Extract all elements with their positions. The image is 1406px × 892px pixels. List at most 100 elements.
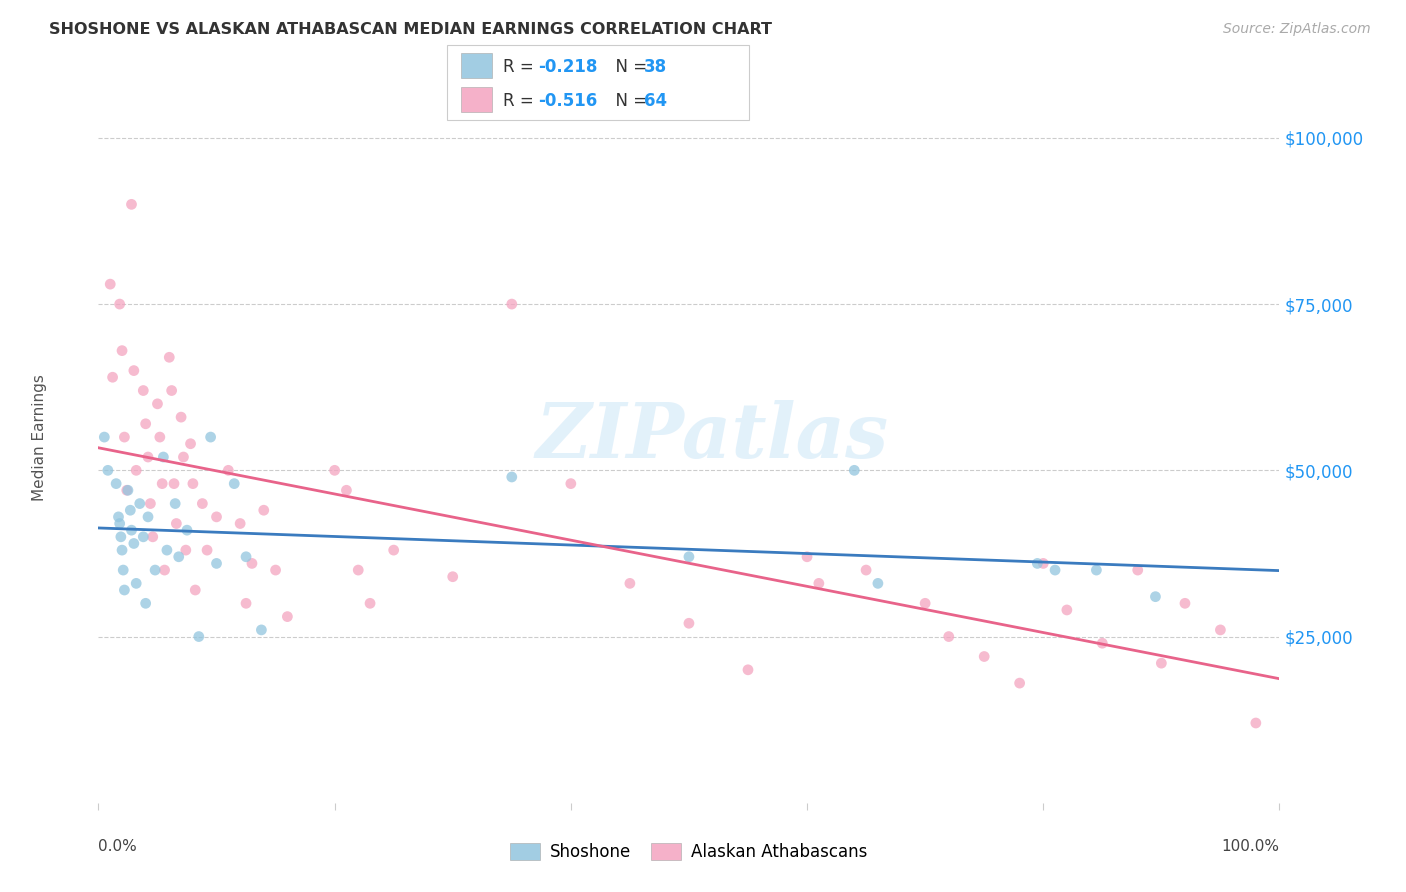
Point — [205, 509, 228, 524]
Text: Median Earnings: Median Earnings — [32, 374, 46, 500]
Point — [150, 476, 173, 491]
Point — [112, 582, 135, 597]
Point — [1032, 557, 1054, 571]
Point — [796, 549, 818, 564]
Point — [335, 483, 357, 498]
Point — [807, 576, 830, 591]
Point — [117, 483, 139, 498]
Point — [149, 430, 172, 444]
Point — [132, 530, 155, 544]
Point — [678, 616, 700, 631]
Point — [108, 516, 131, 531]
Point — [165, 497, 187, 511]
Point — [560, 476, 582, 491]
Point — [170, 410, 193, 425]
Point — [678, 549, 700, 564]
Point — [240, 557, 263, 571]
Point — [136, 509, 159, 524]
Point — [136, 450, 159, 464]
Point — [253, 503, 276, 517]
Text: 0.0%: 0.0% — [98, 839, 138, 855]
Point — [1008, 676, 1031, 690]
Point — [135, 596, 157, 610]
Point — [180, 436, 202, 450]
Point — [172, 450, 194, 464]
Text: R =: R = — [503, 93, 540, 111]
Point — [108, 297, 131, 311]
Point — [128, 497, 150, 511]
Point — [1144, 590, 1167, 604]
Text: 100.0%: 100.0% — [1222, 839, 1279, 855]
Text: N =: N = — [605, 58, 652, 77]
Point — [112, 563, 135, 577]
Text: SHOSHONE VS ALASKAN ATHABASCAN MEDIAN EARNINGS CORRELATION CHART: SHOSHONE VS ALASKAN ATHABASCAN MEDIAN EA… — [49, 22, 772, 37]
Point — [1056, 603, 1078, 617]
Point — [142, 530, 165, 544]
Point — [111, 543, 134, 558]
Point — [125, 463, 148, 477]
Point — [1026, 557, 1049, 571]
Point — [174, 543, 197, 558]
Point — [501, 297, 523, 311]
Point — [93, 430, 115, 444]
Point — [157, 351, 180, 365]
Point — [139, 497, 162, 511]
Point — [153, 563, 176, 577]
Point — [125, 576, 148, 591]
Text: -0.218: -0.218 — [538, 58, 598, 77]
Point — [110, 530, 132, 544]
Point — [111, 343, 134, 358]
Point — [205, 557, 228, 571]
Point — [1091, 636, 1114, 650]
Point — [938, 630, 960, 644]
Point — [1244, 716, 1267, 731]
Point — [184, 582, 207, 597]
Point — [112, 430, 135, 444]
Point — [347, 563, 370, 577]
Point — [135, 417, 157, 431]
Point — [181, 476, 204, 491]
Point — [122, 363, 145, 377]
Point — [229, 516, 252, 531]
Point — [844, 463, 866, 477]
Point — [737, 663, 759, 677]
Point — [619, 576, 641, 591]
Point — [101, 370, 124, 384]
Point — [382, 543, 405, 558]
Point — [1209, 623, 1232, 637]
Text: N =: N = — [605, 93, 652, 111]
Point — [1126, 563, 1149, 577]
Point — [121, 197, 143, 211]
Point — [200, 430, 222, 444]
Point — [143, 563, 166, 577]
Text: R =: R = — [503, 58, 540, 77]
Text: 64: 64 — [644, 93, 666, 111]
Point — [276, 609, 298, 624]
Point — [914, 596, 936, 610]
Point — [132, 384, 155, 398]
Point — [250, 623, 273, 637]
Point — [107, 509, 129, 524]
Point — [1043, 563, 1066, 577]
Text: Source: ZipAtlas.com: Source: ZipAtlas.com — [1223, 22, 1371, 37]
Point — [1174, 596, 1197, 610]
Point — [176, 523, 198, 537]
Point — [195, 543, 218, 558]
Point — [973, 649, 995, 664]
Point — [235, 596, 257, 610]
Point — [120, 503, 142, 517]
Point — [323, 463, 346, 477]
Point — [187, 630, 209, 644]
Point — [156, 543, 179, 558]
Point — [165, 516, 187, 531]
Point — [167, 549, 190, 564]
Point — [441, 570, 464, 584]
Point — [191, 497, 214, 511]
Point — [152, 450, 174, 464]
Text: -0.516: -0.516 — [538, 93, 598, 111]
Point — [866, 576, 889, 591]
Point — [501, 470, 523, 484]
Point — [1150, 656, 1173, 670]
Point — [115, 483, 138, 498]
Legend: Shoshone, Alaskan Athabascans: Shoshone, Alaskan Athabascans — [503, 836, 875, 868]
